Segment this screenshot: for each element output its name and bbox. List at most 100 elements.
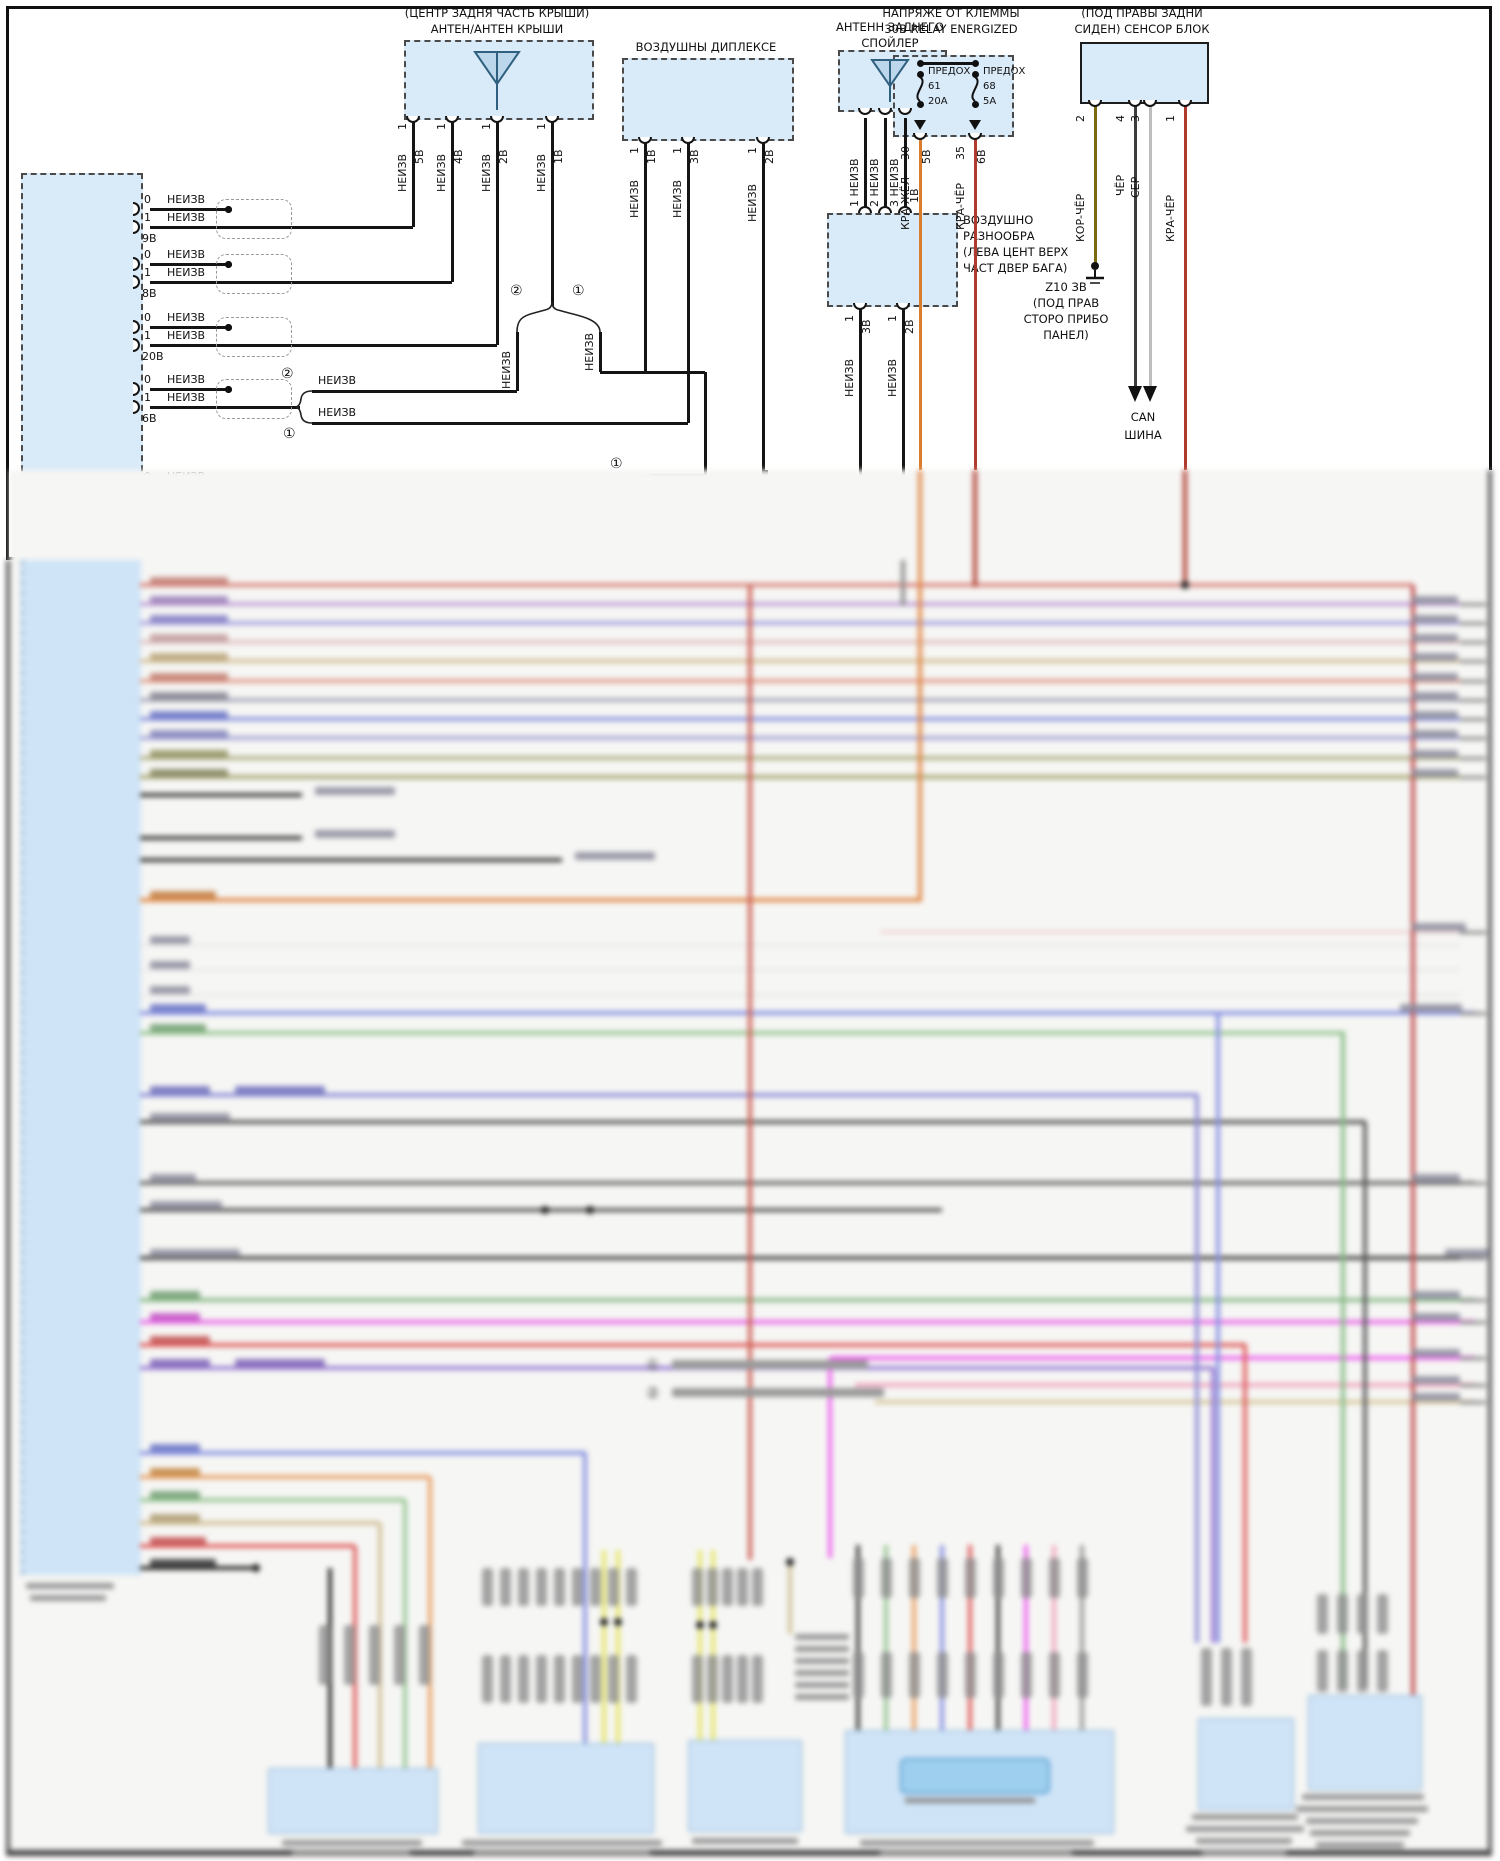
blur-caption-bar <box>1202 1849 1286 1855</box>
blur-wire-v <box>711 1550 715 1745</box>
blur-text-blob <box>315 787 395 795</box>
pin-number: 1 <box>144 329 151 342</box>
blur-caption-bar <box>292 1851 410 1857</box>
wire-h <box>150 207 228 211</box>
blur-wire-h <box>140 621 1460 625</box>
blur-wire-v <box>1024 1545 1028 1732</box>
blur-caption-bar <box>795 1694 849 1700</box>
fuse-arrow-icon <box>969 120 981 130</box>
can-arrow-icon <box>1143 386 1157 402</box>
blur-wire-v <box>583 1453 587 1745</box>
sensor-title-2: СИДЕН) СЕНСОР БЛОК <box>1074 22 1210 36</box>
pin-arc <box>638 137 652 144</box>
blur-connector-stack <box>608 1568 619 1606</box>
blur-text-blob <box>150 634 228 642</box>
fuse-box-title-1: НАПРЯЖЕ ОТ КЛЕММЫ <box>882 6 1020 20</box>
shield-symbol <box>216 254 292 294</box>
blur-caption-bar <box>1296 1806 1428 1812</box>
blur-wire-v <box>912 1545 916 1732</box>
blur-text-blob <box>150 577 228 585</box>
right-pin-tick <box>1460 603 1486 606</box>
wire-h <box>150 405 300 409</box>
pin-arc <box>968 133 982 140</box>
blur-text-blob <box>150 750 228 758</box>
blur-wire-h <box>140 1343 1246 1347</box>
blur-connector-stack <box>965 1558 976 1598</box>
pin-number: 1 <box>144 266 151 279</box>
blur-wire-h <box>875 1400 1475 1404</box>
blur-wire-h <box>140 717 1460 721</box>
ground-label-2: (ПОД ПРАВ <box>1032 296 1100 310</box>
blur-wire-h <box>140 698 1460 702</box>
blur-connector-stack <box>1377 1594 1388 1634</box>
right-pin-tick <box>1460 737 1486 740</box>
ground-label-3: СТОРО ПРИБО <box>1023 312 1109 326</box>
blur-caption-bar <box>474 1851 650 1857</box>
blur-junction-dot <box>600 1618 608 1626</box>
blur-text-blob <box>150 1004 206 1012</box>
blur-text-blob <box>150 730 228 738</box>
blur-connector-stack <box>482 1568 493 1606</box>
blur-text-blob <box>1412 653 1458 661</box>
blur-caption-bar <box>1192 1814 1298 1820</box>
blur-text-blob <box>1400 1004 1462 1012</box>
frame-right-blur <box>1488 470 1492 1852</box>
right-pin-tick <box>1460 931 1486 934</box>
blur-wire-h <box>140 1475 430 1479</box>
pin-arc <box>1088 100 1102 107</box>
blur-wire-v <box>1195 1095 1199 1643</box>
wire-v <box>515 332 519 391</box>
can-bus-label-1: CAN <box>1130 410 1156 424</box>
shield-symbol <box>216 379 292 419</box>
blur-wire-v <box>748 585 752 1560</box>
blur-caption-bar <box>30 1595 106 1601</box>
fuse2-amp: 5А <box>983 96 997 107</box>
blur-caption-bar <box>795 1634 849 1640</box>
wire-v <box>703 372 707 475</box>
blur-text-blob <box>235 1086 325 1094</box>
wire-v <box>761 137 765 535</box>
blur-wire-v <box>884 1545 888 1732</box>
wire-h <box>150 387 228 391</box>
blur-text-blob <box>150 673 228 681</box>
wire-label: НЕИЗВ <box>167 248 206 261</box>
pin-arc <box>898 206 912 213</box>
pin-arc <box>133 382 140 396</box>
blur-wire-h <box>140 793 302 797</box>
blur-connector-stack <box>419 1625 430 1685</box>
blur-junction-dot <box>586 1206 594 1214</box>
blur-wire-v <box>1211 1368 1215 1643</box>
pin-number: 0 <box>144 248 151 261</box>
blur-caption-bar <box>1302 1794 1424 1800</box>
blur-wire-h <box>140 583 1413 587</box>
blur-wire-v <box>616 1550 620 1745</box>
blur-connector-stack <box>1077 1652 1088 1698</box>
right-pin-tick <box>1460 1384 1486 1387</box>
junction-dot <box>971 59 979 67</box>
blur-connector-stack <box>1357 1650 1368 1692</box>
blur-caption-bar <box>26 1583 114 1589</box>
blur-wire-v <box>996 1545 1000 1732</box>
blur-wire-v <box>973 470 977 587</box>
blur-text-blob <box>150 1313 200 1321</box>
wire-label: НЕИЗВ <box>167 329 206 342</box>
pin-arc <box>858 206 872 213</box>
wire-label: ② <box>510 283 523 299</box>
blur-text-blob <box>150 986 190 994</box>
blur-text-blob <box>1412 634 1458 642</box>
right-pin-tick <box>1460 699 1486 702</box>
blur-wire-h <box>140 898 922 902</box>
blur-wire-v <box>698 1550 702 1745</box>
blur-junction-dot <box>709 1621 717 1629</box>
wire-label: НЕИЗВ <box>167 193 206 206</box>
wire-h <box>150 262 228 266</box>
pin-arc <box>545 116 559 123</box>
blur-text-blob <box>150 1024 206 1032</box>
blur-text-blob <box>150 936 190 944</box>
fuse-box <box>893 55 1014 137</box>
spoiler-antenna-icon <box>870 59 910 102</box>
wire-v <box>1148 100 1152 386</box>
pin-arc <box>133 338 140 352</box>
blur-component-box <box>1308 1695 1422 1790</box>
